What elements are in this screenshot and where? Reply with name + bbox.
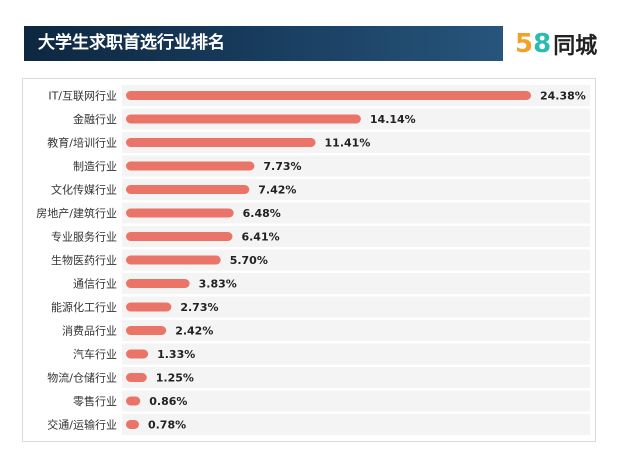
row-background bbox=[122, 179, 590, 200]
value-label: 2.42% bbox=[175, 325, 213, 338]
value-label: 1.25% bbox=[156, 372, 194, 385]
category-label: 生物医药行业 bbox=[51, 253, 117, 267]
bar bbox=[126, 349, 149, 359]
bar bbox=[126, 138, 316, 147]
value-label: 11.41% bbox=[325, 137, 371, 150]
category-label: 消费品行业 bbox=[62, 324, 117, 338]
value-label: 2.73% bbox=[180, 301, 218, 314]
category-label: IT/互联网行业 bbox=[48, 90, 117, 103]
bar bbox=[126, 302, 172, 312]
category-label: 物流/仓储行业 bbox=[47, 371, 117, 385]
row-background bbox=[122, 249, 590, 271]
category-label: 金融行业 bbox=[73, 112, 117, 126]
bar bbox=[126, 232, 233, 241]
bar bbox=[126, 326, 167, 335]
value-label: 1.33% bbox=[157, 348, 195, 361]
bar bbox=[126, 255, 221, 265]
logo-58tongcheng: 5 8 同城 bbox=[515, 26, 597, 61]
row-background bbox=[122, 296, 590, 318]
bar bbox=[126, 114, 361, 124]
value-label: 7.73% bbox=[263, 160, 301, 173]
value-label: 7.42% bbox=[258, 184, 296, 197]
header-bar bbox=[24, 26, 503, 61]
row-background bbox=[122, 202, 590, 224]
row-background bbox=[122, 226, 590, 247]
category-label: 房地产/建筑行业 bbox=[36, 206, 117, 220]
value-label: 24.38% bbox=[540, 90, 586, 103]
bar bbox=[126, 420, 139, 429]
category-label: 通信行业 bbox=[73, 278, 117, 291]
chart-title: 大学生求职首选行业排名 bbox=[38, 33, 225, 53]
row-background bbox=[122, 343, 590, 365]
row-background bbox=[122, 414, 590, 435]
logo-text: 同城 bbox=[553, 33, 598, 59]
category-label: 交通/运输行业 bbox=[47, 418, 117, 432]
category-label: 零售行业 bbox=[73, 394, 117, 408]
category-label: 专业服务行业 bbox=[51, 230, 117, 244]
bar bbox=[126, 279, 190, 288]
value-label: 3.83% bbox=[199, 278, 237, 291]
value-label: 14.14% bbox=[370, 113, 416, 126]
row-background bbox=[122, 273, 590, 294]
bar bbox=[126, 396, 141, 406]
bar bbox=[126, 208, 234, 218]
row-background bbox=[122, 320, 590, 341]
logo-digit-five: 5 bbox=[515, 28, 534, 59]
value-label: 6.48% bbox=[243, 207, 281, 220]
value-label: 6.41% bbox=[241, 231, 279, 244]
row-background bbox=[122, 390, 590, 412]
bar bbox=[126, 185, 250, 194]
bar bbox=[126, 91, 531, 100]
category-label: 制造行业 bbox=[73, 159, 117, 173]
logo-digit-eight: 8 bbox=[533, 28, 552, 59]
bar bbox=[126, 161, 255, 171]
category-label: 教育/培训行业 bbox=[47, 136, 117, 150]
row-background bbox=[122, 367, 590, 388]
value-label: 0.78% bbox=[148, 419, 186, 432]
value-label: 5.70% bbox=[230, 254, 268, 267]
row-background bbox=[122, 132, 590, 153]
value-label: 0.86% bbox=[149, 395, 187, 408]
row-background bbox=[122, 155, 590, 177]
category-label: 汽车行业 bbox=[73, 347, 117, 361]
category-label: 文化传媒行业 bbox=[51, 183, 117, 197]
bar bbox=[126, 373, 147, 382]
category-label: 能源化工行业 bbox=[51, 300, 117, 314]
